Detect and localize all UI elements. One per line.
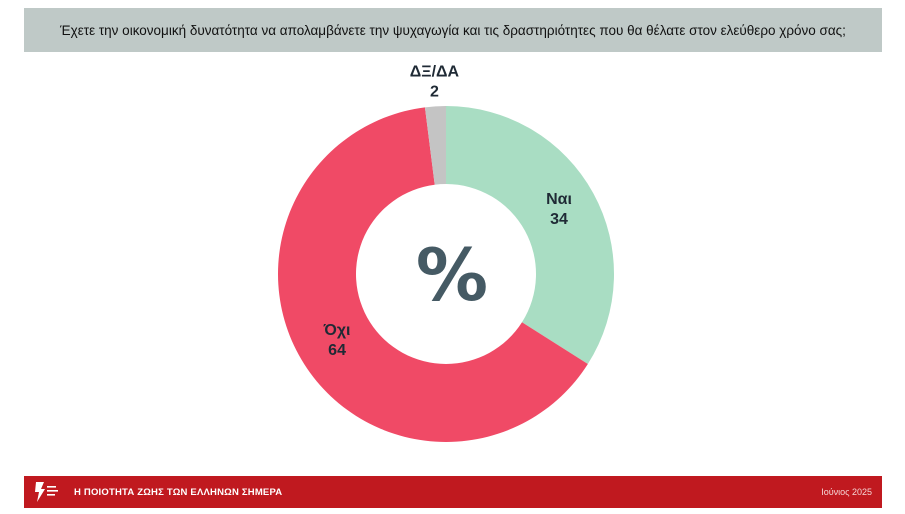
footer-bar: Η ΠΟΙΟΤΗΤΑ ΖΩΗΣ ΤΩΝ ΕΛΛΗΝΩΝ ΣΗΜΕΡΑ Ιούνι…: [24, 476, 882, 508]
center-percent-symbol: %: [416, 233, 488, 317]
slice-label-1: Ναι: [546, 191, 572, 208]
slices-group: [278, 106, 614, 442]
donut-chart: Ναι 34 Όχι 64 ΔΞ/ΔΑ 2 %: [0, 56, 905, 466]
footer-date: Ιούνιος 2025: [821, 487, 872, 497]
slice-value-2: 64: [328, 342, 346, 359]
slice-label-3: ΔΞ/ΔΑ: [410, 63, 460, 80]
organization-logo-icon: [32, 479, 62, 505]
slice-1: [446, 106, 614, 365]
question-text: Έχετε την οικονομική δυνατότητα να απολα…: [60, 22, 846, 38]
labels-group: Ναι 34 Όχι 64 ΔΞ/ΔΑ 2: [323, 63, 572, 359]
slice-value-3: 2: [430, 83, 439, 100]
slice-3: [424, 106, 446, 185]
donut-chart-svg: Ναι 34 Όχι 64 ΔΞ/ΔΑ 2 %: [278, 63, 614, 442]
slice-2: [278, 107, 588, 442]
slice-label-2: Όχι: [323, 322, 351, 339]
question-header: Έχετε την οικονομική δυνατότητα να απολα…: [24, 8, 882, 52]
footer-title: Η ΠΟΙΟΤΗΤΑ ΖΩΗΣ ΤΩΝ ΕΛΛΗΝΩΝ ΣΗΜΕΡΑ: [74, 486, 283, 498]
slice-value-1: 34: [550, 211, 568, 228]
